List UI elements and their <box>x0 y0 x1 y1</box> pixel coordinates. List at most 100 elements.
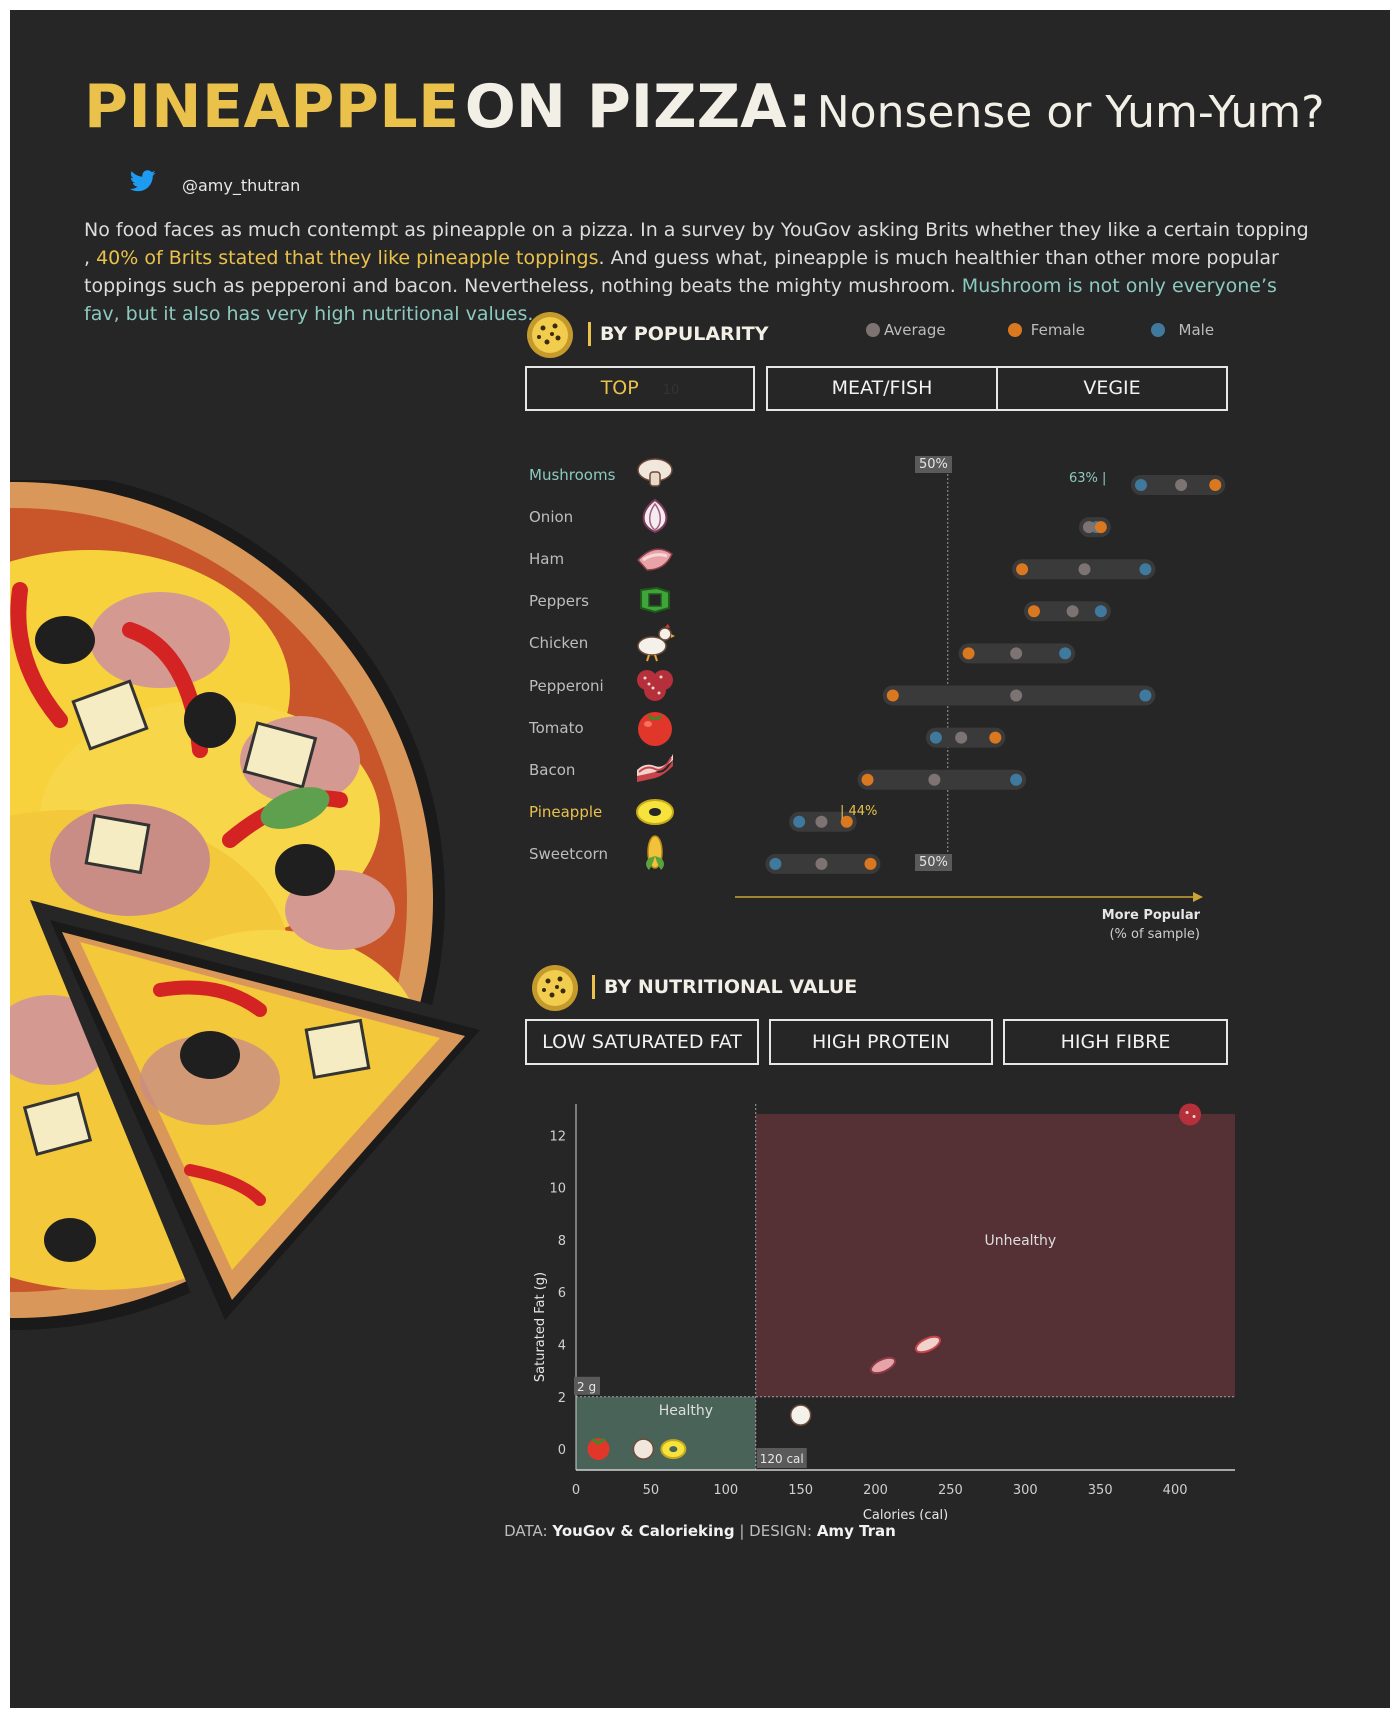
tab-meat-fish-label: MEAT/FISH <box>831 377 933 399</box>
tab-meat-fish[interactable]: MEAT/FISH <box>766 366 998 411</box>
tab-low-saturated-fat-label: LOW SATURATED FAT <box>542 1031 742 1053</box>
y-axis-label: Saturated Fat (g) <box>533 1272 548 1382</box>
corn-icon <box>646 835 664 870</box>
dot-average-mushrooms <box>1175 479 1188 491</box>
point-tomato <box>587 1438 610 1461</box>
pepper-icon <box>640 586 670 614</box>
topping-label-pepperoni: Pepperoni <box>529 677 604 695</box>
x-tick-label: 150 <box>788 1483 813 1498</box>
ham-icon <box>636 548 673 571</box>
legend-dot-male <box>1151 323 1165 337</box>
dot-female-mushrooms <box>1209 479 1222 491</box>
point-mushrooms <box>632 1438 655 1460</box>
dot-average-chicken <box>1010 647 1023 660</box>
point-ham <box>869 1356 897 1375</box>
x-tick-label: 100 <box>713 1483 738 1498</box>
topping-label-mushrooms: Mushrooms <box>529 466 616 484</box>
unhealthy-zone <box>755 1114 1235 1397</box>
infographic-panel: PINEAPPLE ON PIZZA: Nonsense or Yum-Yum?… <box>10 10 1390 1708</box>
legend-male[interactable]: Male <box>1151 321 1214 339</box>
twitter-handle[interactable]: @amy_thutran <box>182 176 301 195</box>
healthy-label: Healthy <box>659 1403 713 1419</box>
y-tick-label: 4 <box>558 1339 566 1354</box>
ref-label-bottom: 50% <box>915 854 952 871</box>
dot-male-tomato <box>929 731 942 744</box>
tab-high-protein[interactable]: HIGH PROTEIN <box>769 1019 993 1065</box>
dot-female-ham <box>1016 563 1029 576</box>
x-tick-label: 200 <box>863 1483 888 1498</box>
pepperoni-icon <box>637 670 673 701</box>
topping-icons <box>636 458 675 870</box>
axis-label-more-popular: More Popular <box>1101 908 1200 923</box>
more-popular-arrow <box>735 892 1203 902</box>
dot-average-peppers <box>1066 605 1079 618</box>
y-tick-label: 10 <box>549 1182 566 1197</box>
point-pepperoni <box>1179 1103 1202 1126</box>
page-title: PINEAPPLE ON PIZZA: Nonsense or Yum-Yum? <box>84 72 1325 142</box>
title-on-pizza: ON PIZZA: <box>464 72 812 142</box>
y-tick-label: 6 <box>558 1286 566 1301</box>
mushroom-icon <box>637 458 673 487</box>
pizza-icon <box>532 965 578 1011</box>
legend-dot-average <box>866 323 880 337</box>
legend-average[interactable]: Average <box>866 321 946 339</box>
popularity-section-title: BY POPULARITY <box>588 322 768 346</box>
annotation-pineapple: | 44% <box>840 804 878 819</box>
legend-label-female: Female <box>1030 321 1086 339</box>
dot-male-sweetcorn <box>769 857 782 870</box>
pizza-icon <box>527 312 573 358</box>
dot-male-ham <box>1139 563 1152 576</box>
footer-credits: DATA: YouGov & Calorieking | DESIGN: Amy… <box>10 1522 1390 1540</box>
onion-icon <box>642 498 668 534</box>
dot-average-pepperoni <box>1010 689 1023 702</box>
topping-label-sweetcorn: Sweetcorn <box>529 845 608 863</box>
topping-label-chicken: Chicken <box>529 634 589 652</box>
footer-design-label: | DESIGN: <box>739 1522 813 1540</box>
intro-paragraph: No food faces as much contempt as pineap… <box>84 216 1314 328</box>
dot-average-bacon <box>928 773 941 786</box>
popularity-axis-label: More Popular (% of sample) <box>1050 906 1200 944</box>
dot-average-onion <box>1082 521 1095 534</box>
tomato-icon <box>638 712 672 746</box>
tab-low-saturated-fat[interactable]: LOW SATURATED FAT <box>525 1019 759 1065</box>
tab-top-label: TOP <box>600 377 639 399</box>
dot-male-peppers <box>1094 605 1107 618</box>
dot-average-tomato <box>955 731 968 744</box>
topping-label-peppers: Peppers <box>529 592 589 610</box>
pineapple-icon <box>636 799 674 825</box>
dot-male-pineapple <box>793 815 806 828</box>
dot-female-pineapple <box>840 815 853 828</box>
dot-female-peppers <box>1027 605 1040 618</box>
title-pineapple: PINEAPPLE <box>84 72 460 142</box>
legend-female[interactable]: Female <box>1008 321 1085 339</box>
x-tick-label: 400 <box>1163 1483 1188 1498</box>
tab-high-fibre[interactable]: HIGH FIBRE <box>1003 1019 1228 1065</box>
point-tomato-stem <box>591 1437 606 1445</box>
legend-label-average: Average <box>884 321 946 339</box>
tab-vegie-label: VEGIE <box>1083 377 1141 399</box>
topping-label-onion: Onion <box>529 508 574 526</box>
y-tick-label: 2 <box>558 1391 566 1406</box>
tab-top[interactable]: TOP 10 <box>525 366 755 411</box>
topping-label-tomato: Tomato <box>529 719 584 737</box>
tab-vegie[interactable]: VEGIE <box>996 366 1228 411</box>
dot-male-bacon <box>1010 773 1023 786</box>
dot-female-onion <box>1094 521 1107 534</box>
intro-highlight-mushroom: Mushroom is not only everyone’s fav, but… <box>84 275 1277 325</box>
footer-data-source: YouGov & Calorieking <box>552 1522 735 1540</box>
point-bacon <box>914 1335 942 1354</box>
axis-label-percent: (% of sample) <box>1109 927 1200 942</box>
calorie-threshold-label: 120 cal <box>760 1452 804 1466</box>
dot-female-bacon <box>861 773 874 786</box>
nutrition-section-title: BY NUTRITIONAL VALUE <box>592 975 857 999</box>
point-pineapple-hole <box>669 1446 678 1453</box>
tab-high-fibre-label: HIGH FIBRE <box>1060 1031 1171 1053</box>
footer-designer: Amy Tran <box>816 1522 896 1540</box>
title-subtitle: Nonsense or Yum-Yum? <box>816 87 1325 138</box>
dot-female-chicken <box>962 647 975 660</box>
topping-label-bacon: Bacon <box>529 761 576 779</box>
annotation-mushroom: 63% | <box>1069 471 1107 486</box>
twitter-icon[interactable] <box>130 170 156 192</box>
point-pepperoni-spot <box>1192 1114 1196 1118</box>
intro-text-1: No food faces as much contempt as pineap… <box>84 219 1309 269</box>
